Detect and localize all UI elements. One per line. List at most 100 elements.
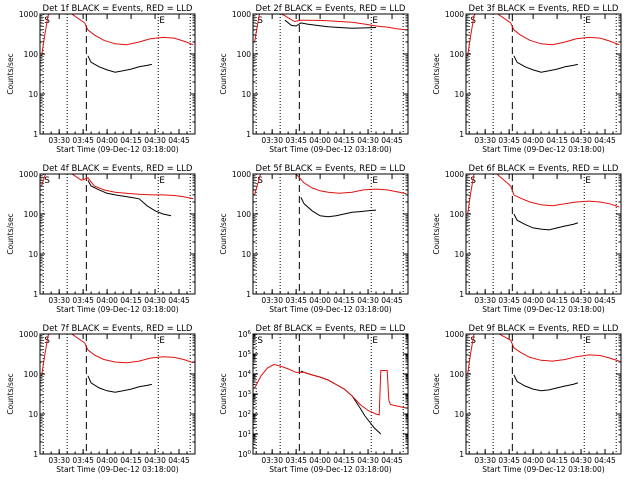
x-tick-label: 03:45 xyxy=(285,296,307,305)
events-series-line xyxy=(87,55,153,73)
y-tick-label: 1 xyxy=(33,450,38,459)
end-marker-label: E xyxy=(372,16,378,26)
y-tick-label: 103 xyxy=(238,390,252,399)
panel-title: Det 1f BLACK = Events, RED = LLD xyxy=(43,4,193,14)
y-tick-label: 100 xyxy=(237,50,252,59)
y-tick-label: 1000 xyxy=(445,170,464,179)
lld-series-line xyxy=(254,14,407,43)
y-tick-label: 102 xyxy=(238,410,251,419)
x-tick-label: 03:45 xyxy=(72,296,94,305)
end-marker-label: E xyxy=(159,336,165,346)
panel-title: Det 7f BLACK = Events, RED = LLD xyxy=(43,324,193,334)
x-tick-label: 03:30 xyxy=(48,136,70,145)
events-series-line xyxy=(513,55,579,73)
x-tick-label: 04:15 xyxy=(546,136,568,145)
y-axis-label: Counts/sec xyxy=(432,213,441,254)
panel-title: Det 9f BLACK = Events, RED = LLD xyxy=(469,324,619,334)
y-tick-label: 101 xyxy=(238,430,251,439)
x-tick-label: 04:30 xyxy=(570,136,592,145)
x-tick-label: 03:30 xyxy=(261,296,283,305)
events-series-line xyxy=(284,19,377,29)
x-axis-label: Start Time (09-Dec-12 03:18:00) xyxy=(482,145,604,154)
panel-title: Det 8f BLACK = Events, RED = LLD xyxy=(256,324,406,334)
x-tick-label: 04:15 xyxy=(546,296,568,305)
x-axis-label: Start Time (09-Dec-12 03:18:00) xyxy=(56,465,178,474)
start-marker-label: S xyxy=(257,336,263,346)
y-tick-label: 10 xyxy=(28,410,38,419)
detector-panel: Det 8f BLACK = Events, RED = LLD S E 100 101… xyxy=(219,324,409,474)
y-tick-label: 1 xyxy=(33,130,38,139)
y-tick-label: 10 xyxy=(454,90,464,99)
plot-frame xyxy=(465,173,622,295)
events-series-line xyxy=(513,374,579,392)
x-tick-label: 04:00 xyxy=(96,136,118,145)
start-marker-label: S xyxy=(44,176,50,186)
x-tick-label: 04:00 xyxy=(309,136,331,145)
events-series-line xyxy=(513,213,579,231)
x-tick-label: 04:15 xyxy=(120,136,142,145)
y-tick-label: 1000 xyxy=(19,10,38,19)
x-tick-label: 04:30 xyxy=(357,456,379,465)
end-marker-label: E xyxy=(372,176,378,186)
x-tick-label: 04:45 xyxy=(594,456,616,465)
plot-frame xyxy=(252,333,409,455)
x-tick-label: 03:30 xyxy=(474,296,496,305)
y-tick-label: 1000 xyxy=(19,170,38,179)
x-tick-label: 03:30 xyxy=(474,456,496,465)
x-tick-label: 04:30 xyxy=(357,296,379,305)
panel-title: Det 4f BLACK = Events, RED = LLD xyxy=(43,164,193,174)
end-marker-label: E xyxy=(159,176,165,186)
y-tick-label: 1000 xyxy=(232,10,251,19)
x-tick-label: 03:30 xyxy=(48,296,70,305)
y-tick-label: 106 xyxy=(238,330,252,339)
y-tick-label: 104 xyxy=(238,370,252,379)
x-tick-label: 04:00 xyxy=(309,296,331,305)
start-marker-label: S xyxy=(257,16,263,26)
x-axis-label: Start Time (09-Dec-12 03:18:00) xyxy=(482,305,604,314)
y-tick-label: 100 xyxy=(24,50,39,59)
x-tick-label: 03:30 xyxy=(474,136,496,145)
y-axis-label: Counts/sec xyxy=(6,213,15,254)
y-tick-label: 1 xyxy=(246,290,251,299)
y-tick-label: 10 xyxy=(28,90,38,99)
y-tick-label: 100 xyxy=(450,370,465,379)
y-axis-label: Counts/sec xyxy=(219,53,228,94)
events-series-line xyxy=(300,370,382,435)
y-tick-label: 1000 xyxy=(445,10,464,19)
x-tick-label: 04:00 xyxy=(522,136,544,145)
x-tick-label: 04:30 xyxy=(357,136,379,145)
lld-series-line xyxy=(41,334,194,376)
x-axis-label: Start Time (09-Dec-12 03:18:00) xyxy=(56,145,178,154)
start-marker-label: S xyxy=(257,176,263,186)
y-axis-label: Counts/sec xyxy=(6,373,15,414)
x-axis-label: Start Time (09-Dec-12 03:18:00) xyxy=(269,145,391,154)
panel-title: Det 3f BLACK = Events, RED = LLD xyxy=(469,4,619,14)
x-tick-label: 04:15 xyxy=(546,456,568,465)
plot-frame xyxy=(39,13,196,135)
y-axis-label: Counts/sec xyxy=(6,53,15,94)
lld-series-line xyxy=(467,334,620,375)
x-tick-label: 04:30 xyxy=(570,456,592,465)
x-tick-label: 04:15 xyxy=(120,296,142,305)
x-tick-label: 04:45 xyxy=(168,456,190,465)
y-axis-label: Counts/sec xyxy=(432,373,441,414)
x-tick-label: 03:30 xyxy=(48,456,70,465)
x-tick-label: 04:00 xyxy=(522,456,544,465)
detector-panel: Det 2f BLACK = Events, RED = LLD S E 1 10 100… xyxy=(219,4,409,154)
y-tick-label: 1000 xyxy=(232,170,251,179)
plot-frame xyxy=(39,333,196,455)
lld-series-line xyxy=(41,14,194,56)
panel-title: Det 6f BLACK = Events, RED = LLD xyxy=(469,164,619,174)
x-tick-label: 04:45 xyxy=(381,296,403,305)
end-marker-label: E xyxy=(372,336,378,346)
y-axis-label: Counts/sec xyxy=(432,53,441,94)
y-tick-label: 100 xyxy=(24,210,39,219)
end-marker-label: E xyxy=(585,336,591,346)
y-tick-label: 1 xyxy=(33,290,38,299)
x-tick-label: 04:45 xyxy=(381,136,403,145)
x-tick-label: 03:45 xyxy=(285,136,307,145)
end-marker-label: E xyxy=(585,16,591,26)
